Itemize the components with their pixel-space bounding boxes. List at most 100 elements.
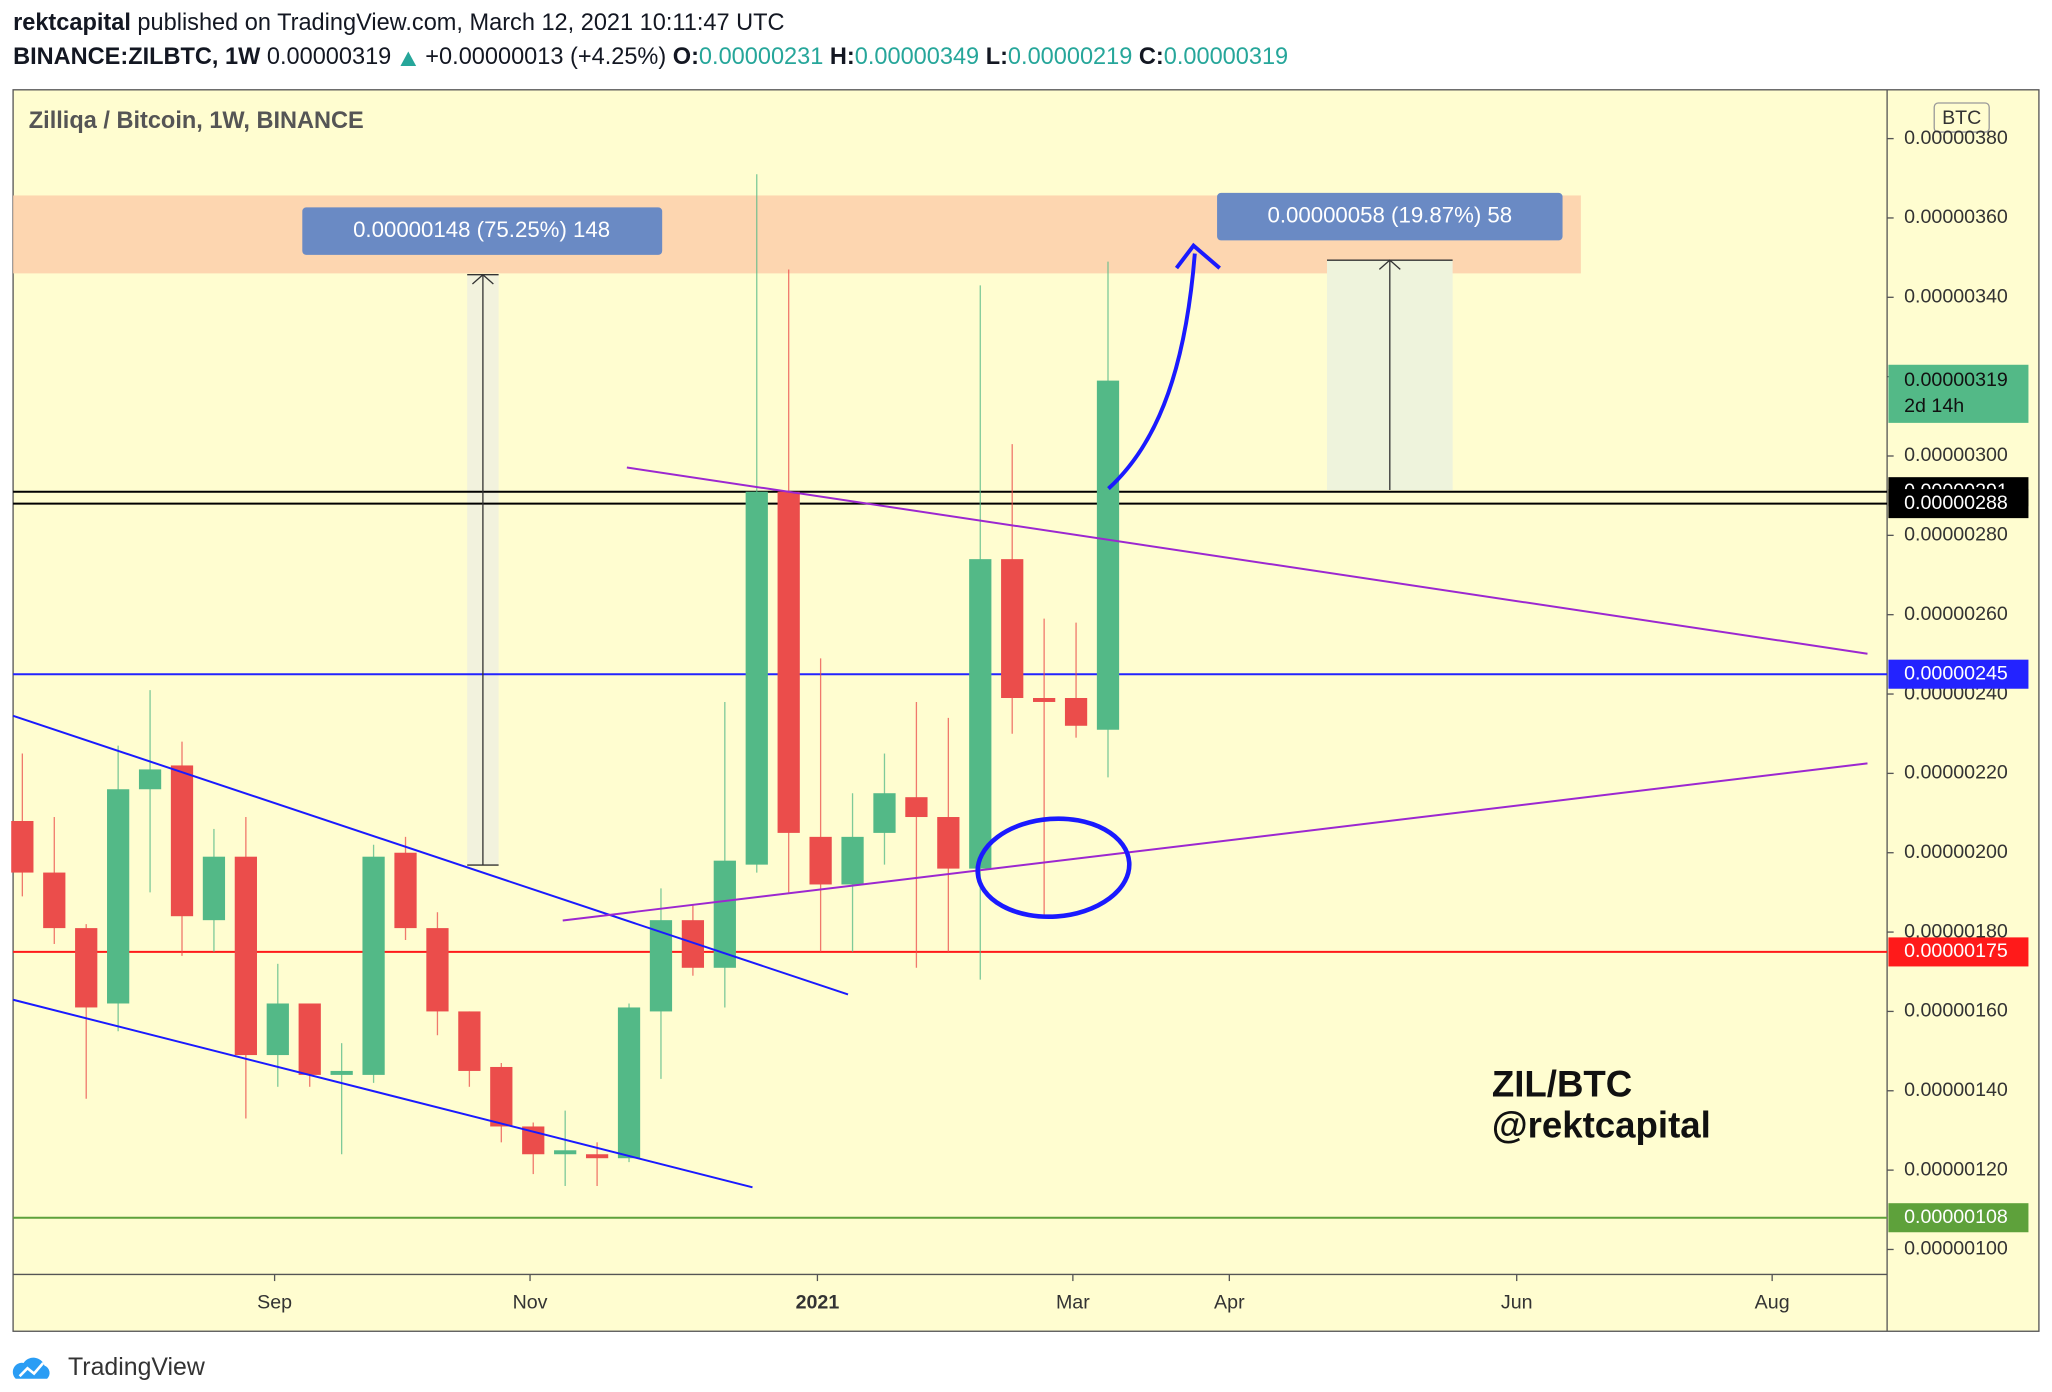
up-triangle — [400, 51, 417, 67]
x-tick-label: Apr — [1214, 1292, 1245, 1314]
y-tick-label: 0.00000100 — [1904, 1238, 2008, 1260]
open-label: O: — [673, 44, 699, 70]
level-badge — [1888, 489, 2029, 519]
candle-body — [458, 1011, 481, 1071]
level-label: 0.00000108 — [1904, 1206, 2008, 1228]
y-unit: BTC — [1942, 107, 1981, 129]
chart-frame — [12, 89, 2040, 1332]
chart-title: Zilliqa / Bitcoin, 1W, BINANCE — [29, 108, 364, 134]
brand: TradingView — [68, 1353, 206, 1381]
candle-body — [362, 856, 385, 1075]
header-line: rektcapital published on TradingView.com… — [13, 10, 784, 36]
candle-body — [777, 491, 800, 833]
candle-body — [43, 872, 66, 929]
candle-body — [234, 856, 257, 1056]
y-tick-label: 0.00000360 — [1904, 206, 2008, 228]
y-tick-label: 0.00000140 — [1904, 1079, 2008, 1101]
x-tick-label: Sep — [257, 1292, 292, 1314]
y-tick-label: 0.00000380 — [1904, 127, 2008, 149]
annotation: 0.00000058 (19.87%) 58 — [1267, 202, 1512, 227]
candle-body — [426, 928, 449, 1012]
candle-body — [1001, 559, 1024, 699]
annotation-box — [1217, 192, 1563, 241]
annotation-box — [302, 207, 663, 255]
low: 0.00000219 — [1008, 44, 1132, 70]
candle-body — [809, 836, 832, 885]
close: 0.00000319 — [1164, 44, 1288, 70]
candle-body — [490, 1066, 513, 1127]
y-tick-label: 0.00000220 — [1904, 762, 2008, 784]
author: rektcapital — [13, 10, 131, 36]
y-tick-label: 0.00000200 — [1904, 841, 2008, 863]
last-price-badge — [1888, 364, 2029, 423]
x-tick-label: Aug — [1755, 1292, 1790, 1314]
watermark: ZIL/BTC — [1492, 1064, 1632, 1105]
candle-body — [107, 789, 130, 1004]
plot — [11, 174, 1120, 1186]
annotation: 0.00000148 (75.25%) 148 — [353, 217, 610, 242]
open: 0.00000231 — [699, 44, 823, 70]
watermark: @rektcapital — [1492, 1104, 1711, 1145]
candle-body — [905, 797, 928, 818]
candle-body — [11, 820, 34, 873]
candle-body — [298, 1003, 321, 1075]
close-label: C: — [1139, 44, 1164, 70]
logo-cloud — [12, 1357, 50, 1379]
y-tick-label: 0.00000300 — [1904, 444, 2008, 466]
candle-body — [841, 836, 864, 885]
trend-line — [562, 762, 1868, 922]
unit-badge — [1933, 102, 1990, 133]
y-tick-label: 0.00000260 — [1904, 603, 2008, 625]
y-tick-label: 0.00000340 — [1904, 285, 2008, 307]
last: 0.00000319 — [267, 44, 391, 70]
level-label: 0.00000175 — [1904, 940, 2008, 962]
candle-body — [266, 1003, 289, 1056]
candle-body — [937, 817, 960, 869]
candle-body — [1033, 698, 1056, 702]
symbol: BINANCE:ZILBTC, 1W — [13, 44, 261, 70]
candle-body — [745, 491, 768, 865]
symbol-line: BINANCE:ZILBTC, 1W 0.00000319 +0.00000013… — [13, 44, 1288, 70]
trend-line — [626, 466, 1868, 655]
candle-body — [1096, 380, 1120, 730]
x-tick-label: Jun — [1501, 1292, 1533, 1314]
last-price-label: 0.00000319 — [1904, 369, 2008, 391]
drawings: 0.00000148 (75.25%) 148 0.00000058 (19.8… — [12, 102, 1990, 1189]
candle-body — [969, 559, 992, 869]
candle-body — [554, 1150, 577, 1155]
candle-body — [681, 920, 705, 968]
trend-line — [12, 998, 753, 1189]
candle-body — [585, 1154, 609, 1159]
x-tick-label: Nov — [513, 1292, 548, 1314]
candle-body — [617, 1007, 641, 1159]
y-tick-label: 0.00000180 — [1904, 920, 2008, 942]
candle-body — [394, 852, 417, 929]
brand-logo — [12, 1357, 50, 1379]
candle-body — [1064, 698, 1088, 726]
hand-arrow — [1107, 253, 1197, 491]
countdown: 2d 14h — [1904, 395, 1964, 417]
level-label: 0.00000245 — [1904, 662, 2008, 684]
level-badge — [1888, 937, 2029, 967]
level-badge — [1888, 1203, 2029, 1233]
y-tick-label: 0.00000280 — [1904, 523, 2008, 545]
level-badge — [1888, 659, 2029, 689]
x-tick-label: Mar — [1056, 1292, 1090, 1314]
published: published on TradingView.com, March 12, … — [137, 10, 784, 36]
candle-body — [330, 1070, 353, 1075]
x-tick-label: 2021 — [796, 1292, 840, 1314]
hand-arrow-head — [1174, 242, 1221, 270]
high-label: H: — [830, 44, 855, 70]
high: 0.00000349 — [855, 44, 979, 70]
low-label: L: — [986, 44, 1008, 70]
candle-body — [202, 856, 226, 921]
candle-body — [75, 928, 98, 1008]
y-tick-label: 0.00000120 — [1904, 1158, 2008, 1180]
logo-line — [18, 1362, 45, 1378]
candle-body — [649, 920, 673, 1012]
change: +0.00000013 (+4.25%) — [425, 44, 666, 70]
candle-body — [873, 793, 896, 833]
trend-line — [12, 714, 849, 996]
